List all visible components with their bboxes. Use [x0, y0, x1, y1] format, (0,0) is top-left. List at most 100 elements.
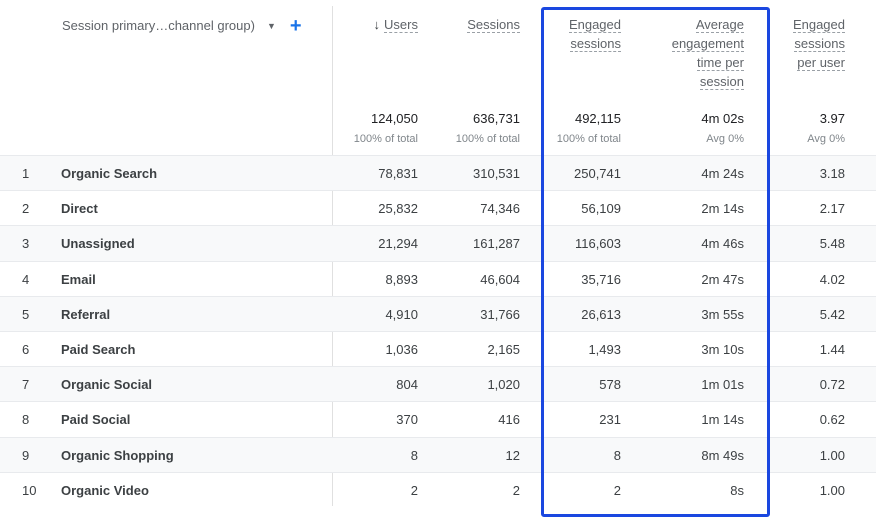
cell-engaged-sessions-per-user: 1.00 — [819, 482, 845, 498]
cell-engaged-sessions: 250,741 — [574, 166, 621, 181]
cell-sessions: 161,287 — [473, 236, 520, 252]
cell-avg-engagement-time: 4m 24s — [701, 166, 744, 181]
row-dimension-value[interactable]: Paid Social — [61, 412, 131, 428]
column-header-label: per user — [797, 55, 845, 71]
row-dimension-value[interactable]: Organic Search — [61, 166, 158, 181]
row-index: 8 — [22, 412, 30, 428]
cell-avg-engagement-time: 1m 14s — [701, 412, 744, 428]
add-dimension-icon[interactable]: + — [289, 14, 302, 37]
cell-users: 4,910 — [385, 306, 418, 322]
table-row[interactable]: 1 Organic Search 78,831 310,531 250,741 4m 24… — [0, 155, 876, 191]
cell-avg-engagement-time: 8s — [730, 482, 744, 498]
column-header-engaged-sessions-per-user[interactable]: Engaged sessions per user — [765, 15, 845, 72]
column-header-label: Engaged — [792, 17, 845, 33]
column-header-label: sessions — [570, 36, 621, 52]
column-header-label: Sessions — [467, 17, 520, 33]
row-index: 10 — [22, 482, 37, 498]
column-header-label: Users — [384, 17, 418, 33]
cell-engaged-sessions: 1,493 — [588, 341, 621, 357]
table-row[interactable]: 6 Paid Search 1,036 2,165 1,493 3m 10s 1.44 — [0, 330, 876, 366]
row-dimension-value[interactable]: Referral — [61, 306, 111, 322]
sort-down-icon[interactable]: ↓ — [373, 17, 381, 32]
cell-sessions: 2,165 — [487, 341, 520, 357]
row-dimension-value[interactable]: Organic Shopping — [61, 447, 174, 463]
cell-users: 1,036 — [385, 341, 418, 357]
table-row[interactable]: 10 Organic Video 2 2 2 8s 1.00 — [0, 471, 876, 507]
cell-engaged-sessions-per-user: 0.72 — [819, 377, 845, 393]
cell-engaged-sessions-per-user: 4.02 — [819, 271, 845, 287]
cell-users: 78,831 — [378, 166, 418, 181]
table-row[interactable]: 2 Direct 25,832 74,346 56,109 2m 14s 2.17 — [0, 190, 876, 225]
cell-users: 2 — [410, 482, 418, 498]
cell-avg-engagement-time: 2m 47s — [701, 271, 744, 287]
cell-engaged-sessions-per-user: 5.48 — [819, 236, 845, 252]
chevron-down-icon[interactable]: ▼ — [266, 20, 276, 31]
column-header-avg-engagement-time[interactable]: Average engagement time per session — [634, 15, 744, 91]
cell-users: 370 — [396, 412, 418, 428]
dimension-header[interactable]: Session primary…channel group) ▼ + — [62, 14, 302, 37]
cell-engaged-sessions: 2 — [613, 482, 621, 498]
table-row[interactable]: 7 Organic Social 804 1,020 578 1m 01s 0.72 — [0, 366, 876, 402]
row-index: 4 — [22, 271, 30, 287]
cell-engaged-sessions: 56,109 — [581, 201, 621, 217]
cell-engaged-sessions: 578 — [599, 377, 621, 393]
table-row[interactable]: 8 Paid Social 370 416 231 1m 14s 0.62 — [0, 401, 876, 436]
column-header-label: sessions — [794, 36, 845, 52]
cell-engaged-sessions: 116,603 — [574, 236, 621, 252]
table-row[interactable]: 3 Unassigned 21,294 161,287 116,603 4m 46s 5.4… — [0, 225, 876, 261]
cell-avg-engagement-time: 8m 49s — [701, 447, 744, 463]
cell-avg-engagement-time: 3m 55s — [701, 306, 744, 322]
cell-sessions: 12 — [505, 447, 520, 463]
row-dimension-value[interactable]: Unassigned — [61, 236, 135, 252]
row-index: 6 — [22, 341, 30, 357]
cell-avg-engagement-time: 4m 46s — [701, 236, 744, 252]
dimension-header-label: Session primary…channel group) — [62, 18, 255, 33]
column-total-avg-engagement-time: 4m 02s — [701, 111, 744, 126]
column-header-users[interactable]: ↓ Users — [328, 15, 418, 34]
table-row[interactable]: 4 Email 8,893 46,604 35,716 2m 47s 4.02 — [0, 260, 876, 296]
row-index: 9 — [22, 447, 30, 463]
cell-sessions: 2 — [512, 482, 520, 498]
row-index: 2 — [22, 201, 30, 217]
cell-engaged-sessions-per-user: 1.44 — [819, 341, 845, 357]
row-dimension-value[interactable]: Paid Search — [61, 341, 136, 357]
cell-engaged-sessions-per-user: 5.42 — [819, 306, 845, 322]
cell-engaged-sessions: 8 — [613, 447, 621, 463]
cell-avg-engagement-time: 1m 01s — [701, 377, 744, 393]
column-header-label: Engaged — [568, 17, 621, 33]
cell-engaged-sessions: 35,716 — [581, 271, 621, 287]
column-total-sub-engaged-sessions: 100% of total — [556, 133, 621, 145]
column-total-sub-avg-engagement-time: Avg 0% — [706, 133, 744, 145]
cell-users: 8,893 — [385, 271, 418, 287]
cell-avg-engagement-time: 2m 14s — [701, 201, 744, 217]
table-header: Session primary…channel group) ▼ + ↓ User… — [0, 0, 876, 155]
table-row[interactable]: 9 Organic Shopping 8 12 8 8m 49s 1.00 — [0, 436, 876, 472]
cell-engaged-sessions-per-user: 1.00 — [819, 447, 845, 463]
column-header-label: engagement — [671, 36, 744, 52]
row-dimension-value[interactable]: Organic Video — [61, 482, 149, 498]
cell-users: 21,294 — [378, 236, 418, 252]
cell-users: 25,832 — [378, 201, 418, 217]
cell-engaged-sessions-per-user: 2.17 — [819, 201, 845, 217]
column-header-sessions[interactable]: Sessions — [430, 15, 520, 34]
cell-sessions: 416 — [498, 412, 520, 428]
row-index: 3 — [22, 236, 30, 252]
row-index: 1 — [22, 166, 30, 181]
row-dimension-value[interactable]: Organic Social — [61, 377, 153, 393]
cell-engaged-sessions-per-user: 0.62 — [819, 412, 845, 428]
row-dimension-value[interactable]: Email — [61, 271, 96, 287]
column-total-engaged-sessions-per-user: 3.97 — [819, 111, 845, 126]
column-header-engaged-sessions[interactable]: Engaged sessions — [521, 15, 621, 53]
column-total-sub-sessions: 100% of total — [455, 133, 520, 145]
cell-sessions: 310,531 — [473, 166, 520, 181]
row-index: 5 — [22, 306, 30, 322]
row-dimension-value[interactable]: Direct — [61, 201, 98, 217]
cell-engaged-sessions: 26,613 — [581, 306, 621, 322]
cell-sessions: 31,766 — [480, 306, 520, 322]
table-row[interactable]: 5 Referral 4,910 31,766 26,613 3m 55s 5.42 — [0, 295, 876, 331]
cell-engaged-sessions-per-user: 3.18 — [819, 166, 845, 181]
cell-users: 8 — [410, 447, 418, 463]
column-total-engaged-sessions: 492,115 — [574, 111, 621, 126]
highlight-box — [541, 7, 770, 517]
